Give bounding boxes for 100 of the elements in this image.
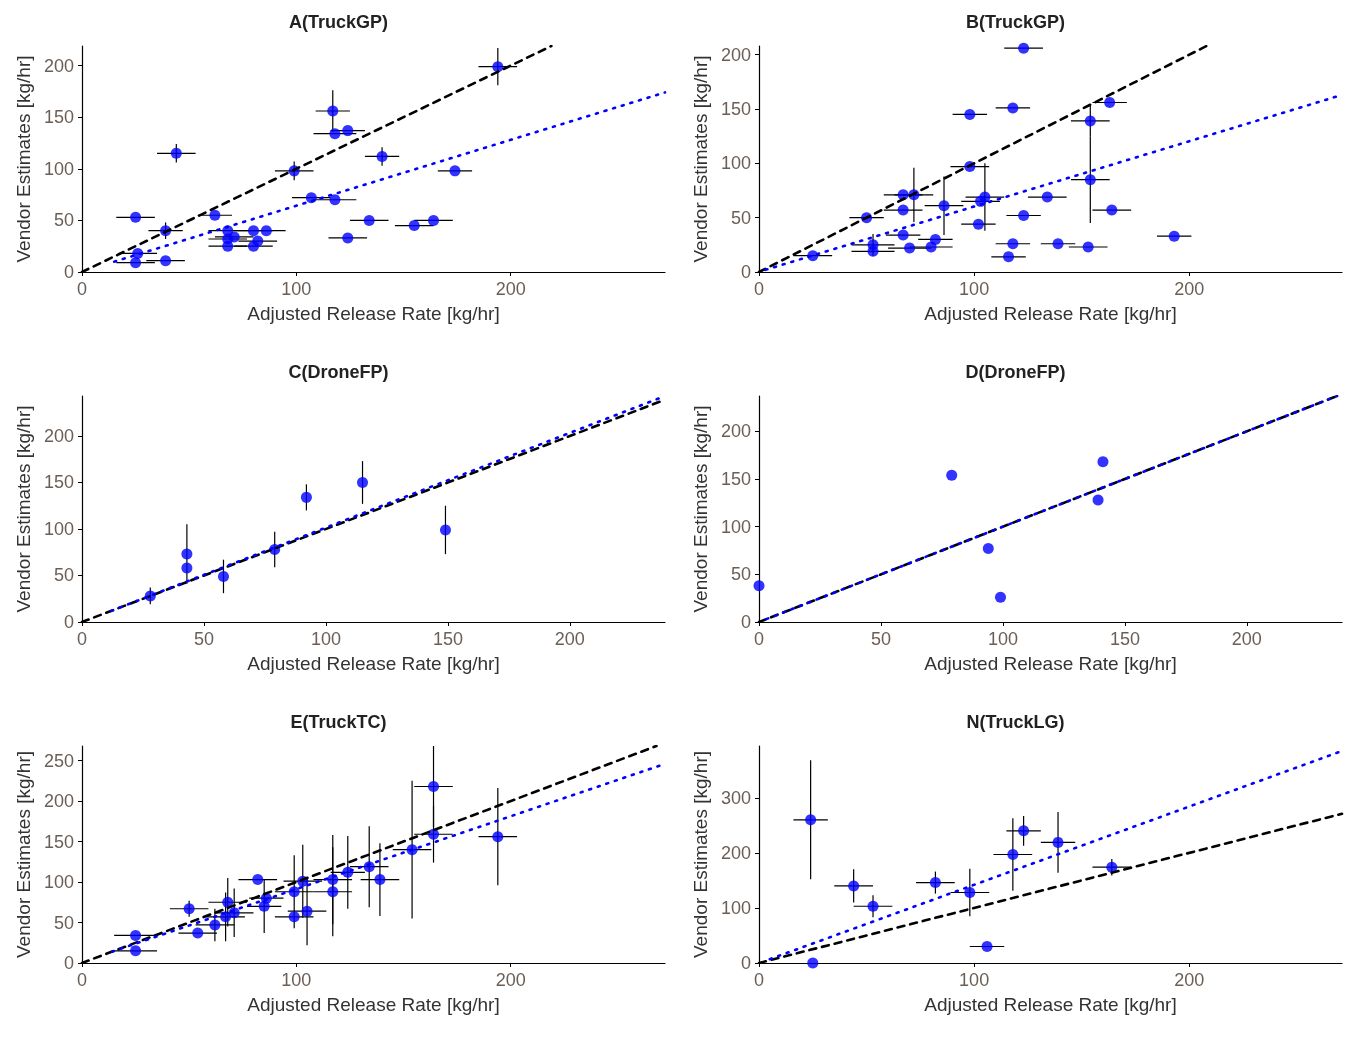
point [753, 580, 765, 592]
x-tick-label: 0 [753, 629, 765, 649]
point [329, 194, 341, 206]
point [1018, 42, 1030, 54]
point [1106, 861, 1118, 873]
y-tick-label: 100 [43, 519, 74, 539]
point [1052, 238, 1064, 250]
point [439, 524, 451, 536]
y-tick-label: 50 [730, 207, 751, 228]
y-tick-label: 100 [43, 158, 74, 179]
x-tick-label: 200 [1231, 629, 1262, 649]
x-tick-label: 150 [432, 629, 463, 649]
x-tick-label: 50 [870, 629, 891, 649]
point [217, 570, 229, 582]
point [130, 945, 142, 957]
x-tick-label: 200 [495, 279, 526, 299]
point [342, 232, 354, 244]
point [342, 125, 354, 137]
x-axis-title: Adjusted Release Rate [kg/hr] [924, 303, 1177, 324]
x-tick-label: 50 [193, 629, 214, 649]
y-tick-label: 50 [53, 210, 74, 231]
point [982, 543, 994, 555]
y-tick-label: 200 [43, 425, 74, 446]
x-tick-label: 200 [495, 970, 526, 990]
point [1092, 494, 1104, 506]
chart-title: C(DroneFP) [288, 362, 389, 382]
point [1052, 836, 1064, 848]
point [1168, 230, 1180, 242]
y-tick-label: 250 [43, 750, 74, 771]
point [130, 929, 142, 941]
point [181, 548, 193, 560]
x-axis-title: Adjusted Release Rate [kg/hr] [924, 653, 1177, 674]
point [329, 128, 341, 140]
point [904, 242, 916, 254]
point [1007, 238, 1019, 250]
point [192, 927, 204, 939]
point [897, 229, 909, 241]
chart-title: D(DroneFP) [965, 362, 1066, 382]
point [1003, 251, 1015, 263]
point [222, 240, 234, 252]
point [327, 105, 339, 117]
point [848, 880, 860, 892]
y-tick-label: 100 [720, 153, 751, 174]
point [301, 905, 313, 917]
point [995, 591, 1006, 603]
point [252, 874, 264, 886]
chart-title: E(TruckTC) [290, 712, 387, 732]
y-axis-title: Vendor Estimates [kg/hr] [690, 55, 712, 263]
point [209, 209, 221, 221]
point [1084, 115, 1096, 127]
point [183, 903, 195, 915]
point [130, 257, 142, 269]
x-tick-label: 0 [76, 629, 88, 649]
y-tick-label: 100 [43, 872, 74, 893]
y-tick-label: 0 [740, 262, 751, 282]
y-axis-title: Vendor Estimates [kg/hr] [13, 751, 35, 958]
y-tick-label: 150 [720, 468, 751, 489]
y-tick-label: 200 [720, 421, 751, 442]
point [1007, 849, 1019, 860]
point [300, 491, 312, 503]
point [929, 233, 941, 245]
x-tick-label: 100 [959, 970, 990, 990]
point [357, 477, 369, 488]
x-tick-label: 100 [281, 970, 312, 990]
point [260, 225, 272, 237]
y-tick-label: 50 [53, 565, 74, 586]
point [981, 940, 993, 952]
point [428, 214, 440, 226]
x-tick-label: 0 [753, 279, 765, 299]
point [867, 900, 879, 912]
point [492, 61, 504, 73]
point [428, 828, 440, 840]
point [327, 886, 339, 898]
x-axis-title: Adjusted Release Rate [kg/hr] [247, 303, 500, 324]
x-tick-label: 0 [753, 970, 765, 990]
y-tick-label: 100 [720, 516, 751, 537]
y-tick-label: 200 [720, 842, 751, 863]
y-tick-label: 0 [63, 262, 74, 282]
y-tick-label: 100 [720, 897, 751, 918]
point [1106, 204, 1118, 216]
point [805, 814, 817, 826]
chart-title: A(TruckGP) [288, 12, 389, 32]
point [228, 231, 240, 243]
point [925, 241, 937, 253]
point [288, 911, 300, 923]
y-axis-title: Vendor Estimates [kg/hr] [690, 751, 712, 958]
point [449, 165, 461, 177]
x-axis-title: Adjusted Release Rate [kg/hr] [247, 994, 500, 1015]
y-tick-label: 150 [43, 472, 74, 493]
chart-title: N(TruckLG) [966, 712, 1065, 732]
y-tick-label: 50 [53, 912, 74, 933]
x-tick-label: 0 [76, 970, 88, 990]
x-tick-label: 200 [554, 629, 585, 649]
point [1082, 241, 1094, 253]
point [1018, 825, 1030, 837]
y-tick-label: 200 [720, 44, 751, 65]
y-axis-title: Vendor Estimates [kg/hr] [13, 405, 35, 613]
point [170, 147, 182, 159]
point [209, 919, 221, 931]
point [222, 896, 234, 908]
